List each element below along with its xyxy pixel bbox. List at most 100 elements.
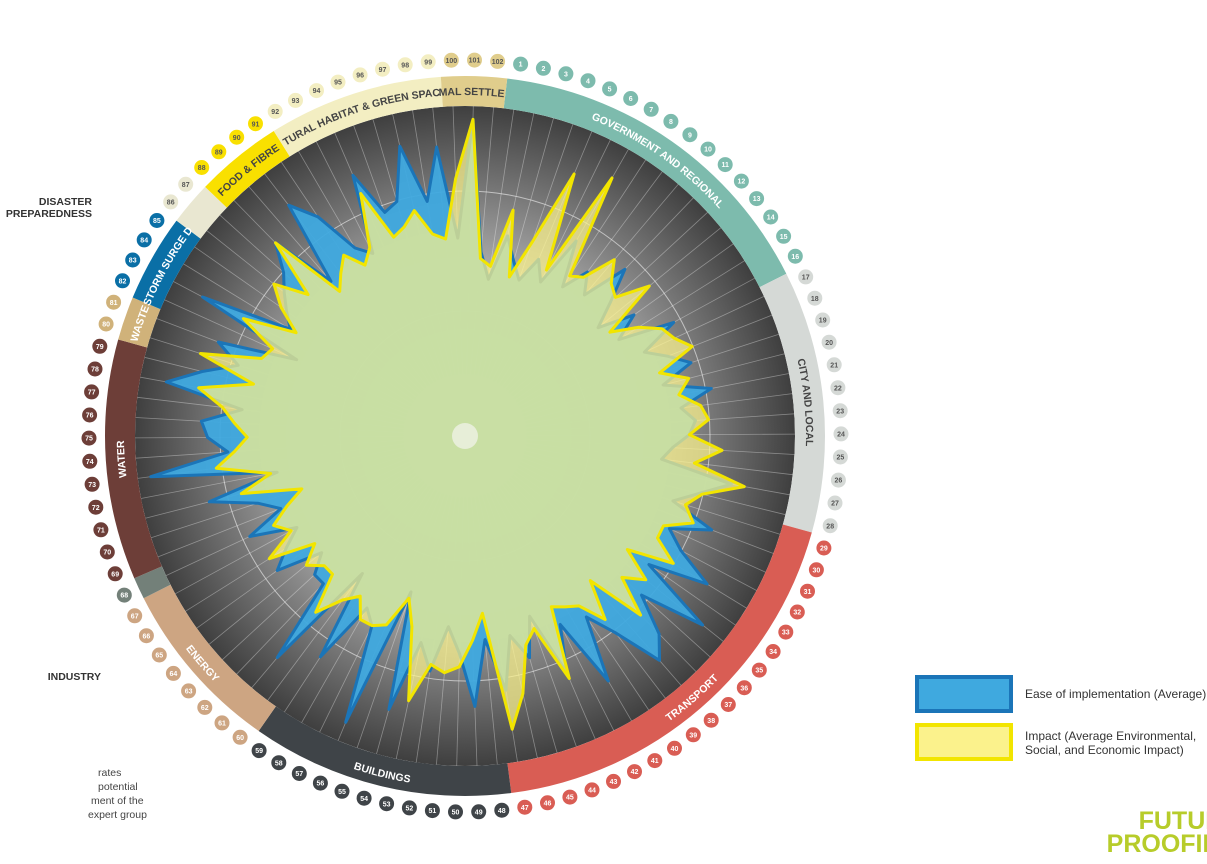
number-marker: 58: [271, 755, 287, 771]
number-marker: 81: [106, 294, 122, 310]
number-marker-circle: [751, 662, 767, 678]
number-marker: 59: [251, 743, 267, 759]
number-marker-label: 62: [201, 705, 209, 712]
number-marker: 51: [424, 803, 440, 819]
number-marker-circle: [535, 60, 551, 76]
number-marker-circle: [513, 56, 529, 72]
number-marker-label: 96: [356, 73, 364, 80]
number-marker-label: 77: [88, 390, 96, 397]
number-marker: 45: [562, 789, 578, 805]
number-marker-label: 50: [452, 810, 460, 817]
industry-label: INDUSTRY: [47, 671, 101, 683]
number-marker: 82: [115, 273, 130, 289]
number-marker-circle: [815, 312, 831, 328]
sector-label-flood-storm-surge-defences: FLOOD & STORM SURGE DEFENCES: [0, 0, 196, 307]
number-marker: 18: [807, 290, 823, 306]
sector-band-transport: [507, 524, 812, 794]
number-marker-label: 92: [271, 109, 279, 116]
number-marker-circle: [84, 384, 100, 400]
number-marker-circle: [821, 334, 837, 350]
number-marker: 66: [138, 628, 154, 644]
number-marker: 86: [163, 194, 179, 210]
number-marker: 62: [197, 699, 213, 715]
number-marker-circle: [309, 83, 324, 99]
number-marker: 89: [211, 144, 227, 160]
number-marker: 17: [798, 269, 814, 285]
number-marker-circle: [149, 213, 165, 228]
sector-band-city-and-local: [759, 273, 825, 533]
number-marker: 22: [830, 380, 846, 396]
number-marker-circle: [82, 407, 98, 423]
number-marker-circle: [401, 800, 417, 816]
number-marker-circle: [667, 740, 682, 756]
number-marker: 76: [82, 407, 98, 423]
number-marker-label: 33: [782, 630, 790, 637]
number-marker: 38: [703, 712, 719, 728]
number-marker-label: 20: [825, 340, 833, 347]
number-marker: 67: [127, 608, 143, 624]
number-marker-circle: [379, 796, 395, 812]
number-marker: 2: [535, 60, 551, 76]
number-marker: 100: [443, 52, 459, 68]
number-marker: 10: [700, 141, 716, 157]
number-marker-circle: [352, 67, 368, 83]
number-marker-label: 32: [793, 610, 801, 617]
number-marker-label: 80: [102, 322, 110, 329]
disaster-label-line2: PREPAREDNESS: [5, 208, 92, 220]
number-marker: 97: [375, 61, 390, 77]
number-marker-circle: [471, 804, 487, 820]
number-marker: 46: [540, 795, 555, 811]
number-marker-circle: [584, 782, 600, 798]
number-marker-circle: [490, 53, 506, 69]
number-marker: 73: [84, 476, 100, 492]
number-marker-label: 43: [610, 779, 618, 786]
number-marker-circle: [826, 357, 842, 373]
number-marker-label: 54: [360, 796, 368, 803]
number-marker: 23: [832, 403, 848, 419]
number-marker-circle: [127, 608, 143, 624]
legend-label-impact: Impact (Average Environmental, Social, a…: [1025, 729, 1196, 757]
number-marker-circle: [178, 176, 194, 192]
number-marker-circle: [798, 269, 814, 285]
sector-band-flood-storm-surge-defences: [132, 220, 201, 310]
number-marker-label: 55: [338, 789, 346, 796]
number-marker: 44: [584, 782, 600, 798]
number-marker-circle: [602, 81, 618, 97]
number-marker-label: 56: [317, 781, 325, 788]
number-marker: 101: [467, 52, 482, 68]
number-marker-circle: [84, 476, 100, 492]
number-marker-circle: [334, 783, 350, 799]
number-marker-circle: [787, 248, 803, 264]
number-marker: 68: [116, 587, 132, 603]
number-marker: 94: [309, 83, 324, 99]
number-marker-circle: [580, 73, 596, 89]
number-marker-circle: [98, 316, 114, 332]
number-marker-label: 91: [252, 121, 260, 128]
number-marker-circle: [88, 499, 104, 515]
brand-logo: FUTURE PROOFING: [1040, 809, 1207, 857]
number-marker: 13: [749, 191, 765, 207]
number-marker-circle: [720, 697, 736, 712]
number-marker-circle: [214, 715, 230, 731]
number-marker: 65: [151, 647, 167, 663]
number-marker-circle: [623, 91, 639, 106]
number-marker-circle: [92, 338, 108, 354]
number-marker-label: 72: [92, 505, 100, 512]
number-marker-label: 75: [85, 436, 93, 443]
number-marker: 74: [82, 453, 98, 469]
number-marker-label: 76: [86, 413, 94, 420]
number-marker-label: 60: [236, 735, 244, 742]
number-marker-label: 87: [182, 182, 190, 189]
legend-label-ease: Ease of implementation (Average): [1025, 687, 1207, 701]
number-marker: 63: [181, 683, 197, 699]
number-marker: 7: [643, 101, 659, 117]
number-marker-label: 58: [275, 760, 283, 767]
number-marker-circle: [663, 113, 679, 129]
number-marker: 80: [98, 316, 114, 332]
number-marker: 84: [136, 232, 152, 248]
number-marker-label: 4: [586, 78, 590, 85]
number-marker-circle: [643, 101, 659, 117]
number-marker-circle: [448, 804, 463, 820]
number-marker-label: 78: [91, 367, 99, 374]
